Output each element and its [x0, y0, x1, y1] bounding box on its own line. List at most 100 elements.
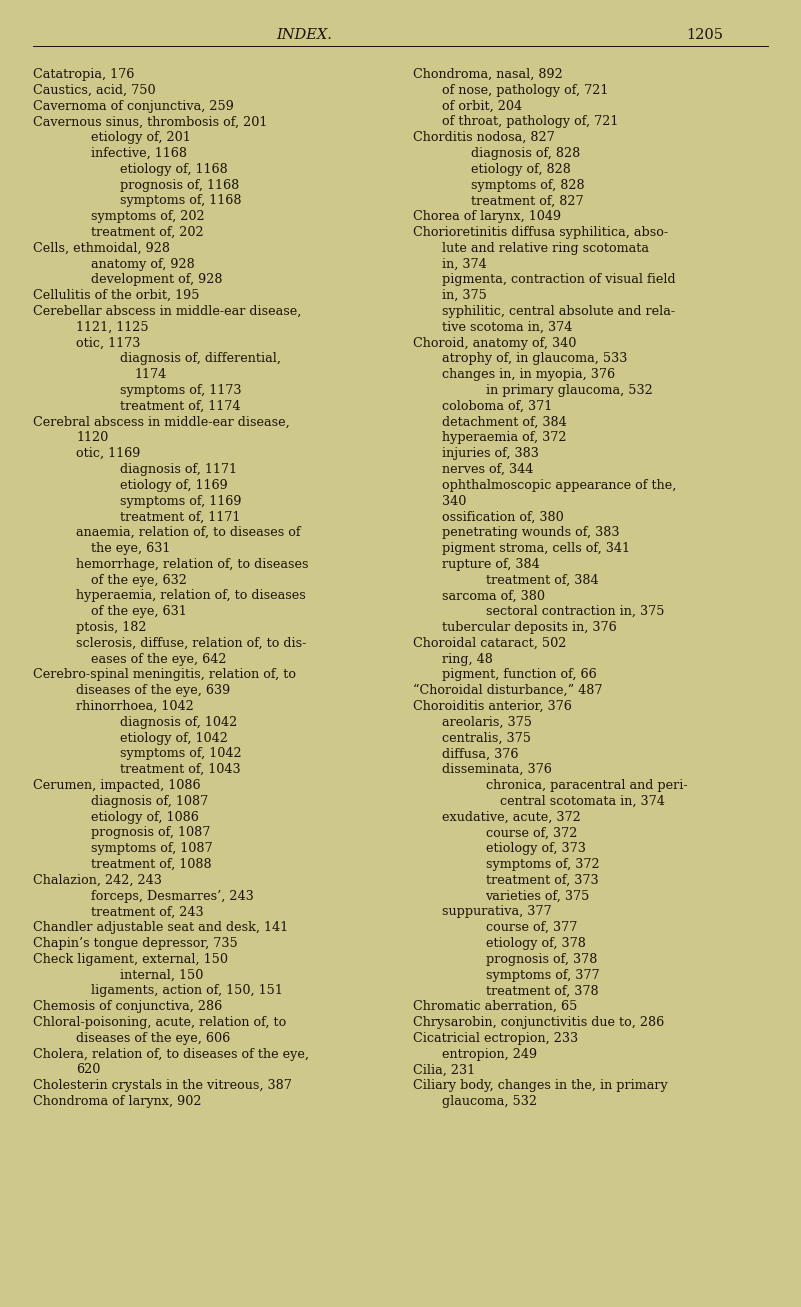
Text: Choroidal cataract, 502: Choroidal cataract, 502: [413, 637, 566, 650]
Text: treatment of, 1043: treatment of, 1043: [120, 763, 240, 776]
Text: pigment, function of, 66: pigment, function of, 66: [442, 668, 597, 681]
Text: Chandler adjustable seat and desk, 141: Chandler adjustable seat and desk, 141: [33, 921, 288, 935]
Text: disseminata, 376: disseminata, 376: [442, 763, 552, 776]
Text: Check ligament, external, 150: Check ligament, external, 150: [33, 953, 228, 966]
Text: in, 374: in, 374: [442, 257, 487, 271]
Text: hyperaemia, relation of, to diseases: hyperaemia, relation of, to diseases: [77, 589, 306, 603]
Text: in, 375: in, 375: [442, 289, 487, 302]
Text: sarcoma of, 380: sarcoma of, 380: [442, 589, 545, 603]
Text: Cilia, 231: Cilia, 231: [413, 1064, 475, 1077]
Text: symptoms of, 377: symptoms of, 377: [485, 968, 599, 982]
Text: development of, 928: development of, 928: [91, 273, 223, 286]
Text: rupture of, 384: rupture of, 384: [442, 558, 540, 571]
Text: Cholera, relation of, to diseases of the eye,: Cholera, relation of, to diseases of the…: [33, 1048, 309, 1060]
Text: etiology of, 1086: etiology of, 1086: [91, 810, 199, 823]
Text: Caustics, acid, 750: Caustics, acid, 750: [33, 84, 155, 97]
Text: Cells, ethmoidal, 928: Cells, ethmoidal, 928: [33, 242, 170, 255]
Text: hyperaemia of, 372: hyperaemia of, 372: [442, 431, 566, 444]
Text: treatment of, 202: treatment of, 202: [91, 226, 203, 239]
Text: of the eye, 632: of the eye, 632: [91, 574, 187, 587]
Text: symptoms of, 1169: symptoms of, 1169: [120, 494, 241, 507]
Text: etiology of, 828: etiology of, 828: [471, 163, 571, 176]
Text: Ciliary body, changes in the, in primary: Ciliary body, changes in the, in primary: [413, 1080, 668, 1093]
Text: Chorditis nodosa, 827: Chorditis nodosa, 827: [413, 131, 555, 144]
Text: lute and relative ring scotomata: lute and relative ring scotomata: [442, 242, 649, 255]
Text: otic, 1173: otic, 1173: [77, 337, 141, 349]
Text: etiology of, 1042: etiology of, 1042: [120, 732, 227, 745]
Text: Cerebellar abscess in middle-ear disease,: Cerebellar abscess in middle-ear disease…: [33, 305, 301, 318]
Text: ring, 48: ring, 48: [442, 652, 493, 665]
Text: rhinorrhoea, 1042: rhinorrhoea, 1042: [77, 701, 195, 714]
Text: etiology of, 1169: etiology of, 1169: [120, 478, 227, 491]
Text: areolaris, 375: areolaris, 375: [442, 716, 532, 729]
Text: diffusa, 376: diffusa, 376: [442, 748, 518, 761]
Text: Chorea of larynx, 1049: Chorea of larynx, 1049: [413, 210, 562, 223]
Text: symptoms of, 1173: symptoms of, 1173: [120, 384, 241, 397]
Text: otic, 1169: otic, 1169: [77, 447, 141, 460]
Text: INDEX.: INDEX.: [276, 27, 332, 42]
Text: treatment of, 373: treatment of, 373: [485, 874, 598, 887]
Text: detachment of, 384: detachment of, 384: [442, 416, 567, 429]
Text: Cerebral abscess in middle-ear disease,: Cerebral abscess in middle-ear disease,: [33, 416, 290, 429]
Text: of the eye, 631: of the eye, 631: [91, 605, 187, 618]
Text: etiology of, 201: etiology of, 201: [91, 131, 191, 144]
Text: forceps, Desmarres’, 243: forceps, Desmarres’, 243: [91, 890, 254, 903]
Text: course of, 372: course of, 372: [485, 826, 577, 839]
Text: Chemosis of conjunctiva, 286: Chemosis of conjunctiva, 286: [33, 1000, 222, 1013]
Text: sclerosis, diffuse, relation of, to dis-: sclerosis, diffuse, relation of, to dis-: [77, 637, 307, 650]
Text: symptoms of, 1087: symptoms of, 1087: [91, 842, 212, 855]
Text: 340: 340: [442, 494, 466, 507]
Text: Chromatic aberration, 65: Chromatic aberration, 65: [413, 1000, 578, 1013]
Text: Cerumen, impacted, 1086: Cerumen, impacted, 1086: [33, 779, 200, 792]
Text: prognosis of, 378: prognosis of, 378: [485, 953, 597, 966]
Text: treatment of, 243: treatment of, 243: [91, 906, 203, 919]
Text: Cavernoma of conjunctiva, 259: Cavernoma of conjunctiva, 259: [33, 99, 234, 112]
Text: Cerebro-spinal meningitis, relation of, to: Cerebro-spinal meningitis, relation of, …: [33, 668, 296, 681]
Text: sectoral contraction in, 375: sectoral contraction in, 375: [485, 605, 664, 618]
Text: diagnosis of, 1042: diagnosis of, 1042: [120, 716, 237, 729]
Text: diagnosis of, 828: diagnosis of, 828: [471, 146, 580, 159]
Text: 1121, 1125: 1121, 1125: [77, 320, 149, 333]
Text: etiology of, 1168: etiology of, 1168: [120, 163, 227, 176]
Text: of throat, pathology of, 721: of throat, pathology of, 721: [442, 115, 618, 128]
Text: glaucoma, 532: glaucoma, 532: [442, 1095, 537, 1108]
Text: of nose, pathology of, 721: of nose, pathology of, 721: [442, 84, 609, 97]
Text: symptoms of, 828: symptoms of, 828: [471, 179, 585, 192]
Text: etiology of, 378: etiology of, 378: [485, 937, 586, 950]
Text: infective, 1168: infective, 1168: [91, 146, 187, 159]
Text: suppurativa, 377: suppurativa, 377: [442, 906, 552, 919]
Text: etiology of, 373: etiology of, 373: [485, 842, 586, 855]
Text: injuries of, 383: injuries of, 383: [442, 447, 539, 460]
Text: symptoms of, 372: symptoms of, 372: [485, 857, 599, 870]
Text: symptoms of, 1168: symptoms of, 1168: [120, 195, 241, 208]
Text: changes in, in myopia, 376: changes in, in myopia, 376: [442, 369, 615, 382]
Text: tubercular deposits in, 376: tubercular deposits in, 376: [442, 621, 617, 634]
Text: symptoms of, 1042: symptoms of, 1042: [120, 748, 242, 761]
Text: anatomy of, 928: anatomy of, 928: [91, 257, 195, 271]
Text: diagnosis of, 1171: diagnosis of, 1171: [120, 463, 237, 476]
Text: treatment of, 1171: treatment of, 1171: [120, 511, 240, 523]
Text: prognosis of, 1168: prognosis of, 1168: [120, 179, 239, 192]
Text: entropion, 249: entropion, 249: [442, 1048, 537, 1060]
Text: pigment stroma, cells of, 341: pigment stroma, cells of, 341: [442, 542, 630, 555]
Text: Chondroma of larynx, 902: Chondroma of larynx, 902: [33, 1095, 202, 1108]
Text: in primary glaucoma, 532: in primary glaucoma, 532: [485, 384, 652, 397]
Text: ophthalmoscopic appearance of the,: ophthalmoscopic appearance of the,: [442, 478, 676, 491]
Text: Chorioretinitis diffusa syphilitica, abso-: Chorioretinitis diffusa syphilitica, abs…: [413, 226, 668, 239]
Text: Choroid, anatomy of, 340: Choroid, anatomy of, 340: [413, 337, 577, 349]
Text: pigmenta, contraction of visual field: pigmenta, contraction of visual field: [442, 273, 675, 286]
Text: the eye, 631: the eye, 631: [91, 542, 171, 555]
Text: Chrysarobin, conjunctivitis due to, 286: Chrysarobin, conjunctivitis due to, 286: [413, 1016, 664, 1029]
Text: diagnosis of, 1087: diagnosis of, 1087: [91, 795, 208, 808]
Text: 1120: 1120: [77, 431, 109, 444]
Text: Cholesterin crystals in the vitreous, 387: Cholesterin crystals in the vitreous, 38…: [33, 1080, 292, 1093]
Text: central scotomata in, 374: central scotomata in, 374: [500, 795, 665, 808]
Text: “Choroidal disturbance,” 487: “Choroidal disturbance,” 487: [413, 684, 602, 697]
Text: ossification of, 380: ossification of, 380: [442, 511, 564, 523]
Text: syphilitic, central absolute and rela-: syphilitic, central absolute and rela-: [442, 305, 675, 318]
Text: penetrating wounds of, 383: penetrating wounds of, 383: [442, 527, 619, 540]
Text: symptoms of, 202: symptoms of, 202: [91, 210, 204, 223]
Text: of orbit, 204: of orbit, 204: [442, 99, 522, 112]
Text: 1174: 1174: [135, 369, 167, 382]
Text: Cavernous sinus, thrombosis of, 201: Cavernous sinus, thrombosis of, 201: [33, 115, 268, 128]
